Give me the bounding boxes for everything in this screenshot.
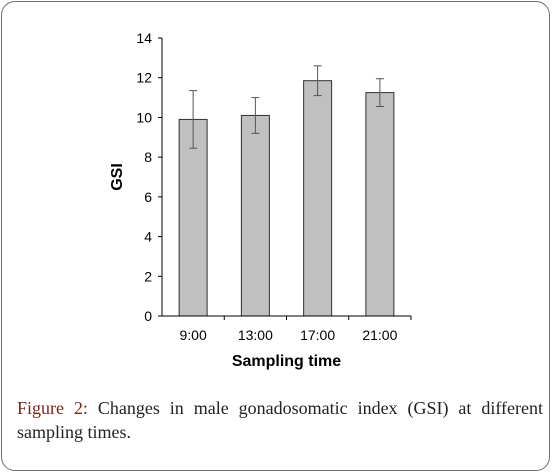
bar [240,114,270,317]
y-tick-label: 12 [136,70,152,86]
bar [303,80,333,317]
y-axis-label: GSI [109,163,126,191]
bar [365,92,395,317]
y-axis-ticks: 0 2 4 6 8 10 12 14 [136,30,162,324]
x-tick-label: 9:00 [180,327,207,343]
x-axis-label: Sampling time [232,353,341,370]
bar-chart: 0 2 4 6 8 10 12 14 9:00 13:00 17:00 21:00 GSI Samp… [109,30,412,370]
x-tick-label: 17:00 [300,327,335,343]
bar [178,118,208,317]
y-tick-label: 0 [144,308,152,324]
caption-text: Changes in male gonadosomatic index (GSI… [17,398,543,442]
y-tick-label: 8 [144,149,152,165]
y-tick-label: 14 [136,30,152,46]
y-tick-label: 10 [136,109,152,125]
x-axis-ticks: 9:00 13:00 17:00 21:00 [180,316,412,343]
x-tick-label: 21:00 [362,327,397,343]
error-bars [189,65,384,149]
y-tick-label: 6 [144,189,152,205]
bars [178,80,395,317]
figure-caption: Figure 2: Changes in male gonadosomatic … [17,396,543,444]
y-tick-label: 2 [144,268,152,284]
y-tick-label: 4 [144,229,152,245]
caption-label: Figure 2: [17,398,88,418]
x-tick-label: 13:00 [238,327,273,343]
